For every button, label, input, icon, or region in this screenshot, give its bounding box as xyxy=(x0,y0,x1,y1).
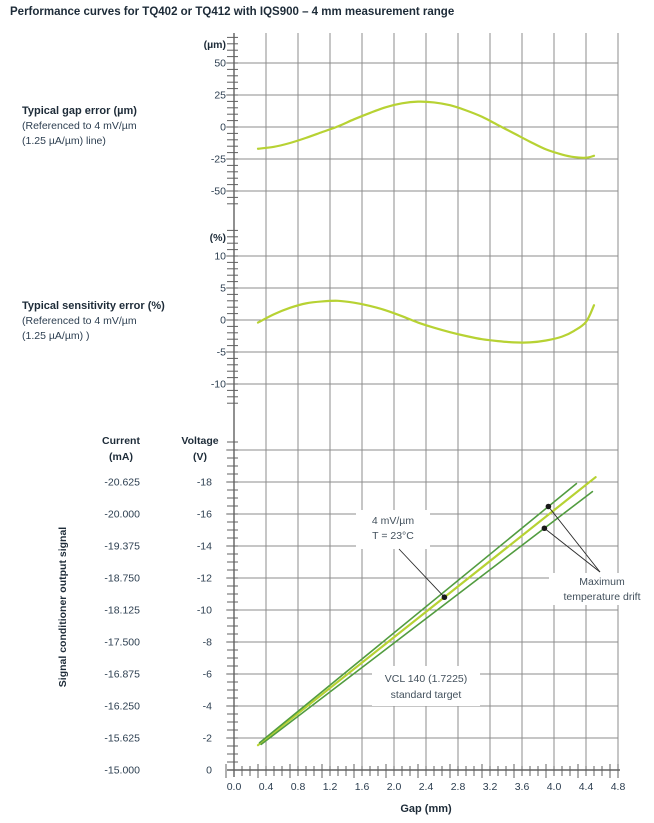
page-title: Performance curves for TQ402 or TQ412 wi… xyxy=(10,6,455,18)
x-tick-label: 2.8 xyxy=(451,781,466,793)
gap-error-title: Typical gap error (µm) xyxy=(22,105,137,117)
y-tick-label: 0 xyxy=(220,122,226,134)
y-tick-label: -16.250 xyxy=(104,701,140,713)
drift-label-text: Maximum xyxy=(579,576,625,588)
y-tick-label: -10 xyxy=(211,379,226,391)
x-tick-label: 3.6 xyxy=(515,781,530,793)
y-unit-label: (µm) xyxy=(204,39,226,51)
y-tick-label: -16 xyxy=(197,509,212,521)
x-tick-label: 0.0 xyxy=(227,781,242,793)
y-tick-label: -17.500 xyxy=(104,637,140,649)
gap-error-subtitle-2: (1.25 µA/µm) line) xyxy=(22,135,106,147)
sensitivity-error-label-block: Typical sensitivity error (%) (Reference… xyxy=(22,299,165,344)
drift-label-bg xyxy=(549,573,654,605)
drift-label-marker-dot xyxy=(545,503,552,510)
gap-error-subtitle-1: (Referenced to 4 mV/µm xyxy=(22,120,137,132)
y-tick-label: -2 xyxy=(203,733,212,745)
y-tick-label: -6 xyxy=(203,669,212,681)
x-tick-label: 4.4 xyxy=(579,781,594,793)
x-tick-label: 2.0 xyxy=(387,781,402,793)
y-tick-label: -15.625 xyxy=(104,733,140,745)
x-tick-label: 4.0 xyxy=(547,781,562,793)
x-tick-label: 0.8 xyxy=(291,781,306,793)
y-tick-label: -4 xyxy=(203,701,212,713)
y-axis-header: (V) xyxy=(193,451,207,463)
x-tick-label: 2.4 xyxy=(419,781,434,793)
drift-label-leader xyxy=(548,506,601,573)
nominal-label-bg xyxy=(356,510,430,549)
x-axis-title: Gap (mm) xyxy=(400,803,452,815)
y-tick-label: -19.375 xyxy=(104,541,140,553)
target-label-text: VCL 140 (1.7225) xyxy=(385,673,468,685)
x-tick-label: 0.4 xyxy=(259,781,274,793)
y-axis-header: Voltage xyxy=(181,435,218,447)
y-tick-label: -15.000 xyxy=(104,765,140,777)
y-tick-label: -18.750 xyxy=(104,573,140,585)
x-tick-label: 1.2 xyxy=(323,781,338,793)
sensitivity-error-subtitle-1: (Referenced to 4 mV/µm xyxy=(22,315,137,327)
sensitivity-error-subtitle-2: (1.25 µA/µm) ) xyxy=(22,330,90,342)
y-unit-label: (%) xyxy=(210,232,226,244)
nominal-label-text: T = 23°C xyxy=(372,530,414,542)
y-tick-label: 25 xyxy=(214,90,226,102)
y-tick-label: -50 xyxy=(211,186,226,198)
y-axis-header: (mA) xyxy=(109,451,133,463)
y-axis-header: Current xyxy=(102,435,140,447)
x-tick-label: 3.2 xyxy=(483,781,498,793)
y-tick-label: -5 xyxy=(217,347,226,359)
y-tick-label: -12 xyxy=(197,573,212,585)
target-label-bg xyxy=(372,666,480,706)
nominal-label-leader xyxy=(398,548,445,598)
data-curves xyxy=(256,100,597,747)
sensitivity_error-curve xyxy=(256,299,596,344)
y-tick-label: -25 xyxy=(211,154,226,166)
annotations: 4 mV/µm T = 23°C Maximum temperature drift V… xyxy=(356,503,654,706)
y-tick-label: 0 xyxy=(220,315,226,327)
drift-label-text: temperature drift xyxy=(563,591,640,603)
y-tick-label: -10 xyxy=(197,605,212,617)
sensitivity-error-title: Typical sensitivity error (%) xyxy=(22,300,165,312)
y-tick-label: 10 xyxy=(214,251,226,263)
x-tick-label: 4.8 xyxy=(611,781,626,793)
y-tick-label: -8 xyxy=(203,637,212,649)
y-tick-label: -14 xyxy=(197,541,212,553)
y-tick-label: 0 xyxy=(206,765,212,777)
axis-labels: (µm)50250-25-50(%)1050-5-10Current(mA)-2… xyxy=(102,39,625,815)
drift-label-leader xyxy=(544,527,601,573)
gap-error-label-block: Typical gap error (µm) (Referenced to 4 … xyxy=(22,104,137,149)
drift_upper-line xyxy=(258,482,578,744)
gap_error-curve xyxy=(256,100,596,159)
y-tick-label: 50 xyxy=(214,58,226,70)
axes-and-ticks xyxy=(225,33,619,778)
x-tick-label: 1.6 xyxy=(355,781,370,793)
nominal-label-marker-dot xyxy=(441,594,448,601)
y-tick-label: -18 xyxy=(197,477,212,489)
target-label-text: standard target xyxy=(391,689,462,701)
y-tick-label: -18.125 xyxy=(104,605,140,617)
nominal-label-text: 4 mV/µm xyxy=(372,515,414,527)
drift-label-marker-dot xyxy=(541,525,548,532)
nominal-line xyxy=(256,476,597,747)
y-tick-label: -16.875 xyxy=(104,669,140,681)
y-tick-label: 5 xyxy=(220,283,226,295)
y-tick-label: -20.000 xyxy=(104,509,140,521)
drift_lower-line xyxy=(260,490,594,746)
y-tick-label: -20.625 xyxy=(104,477,140,489)
